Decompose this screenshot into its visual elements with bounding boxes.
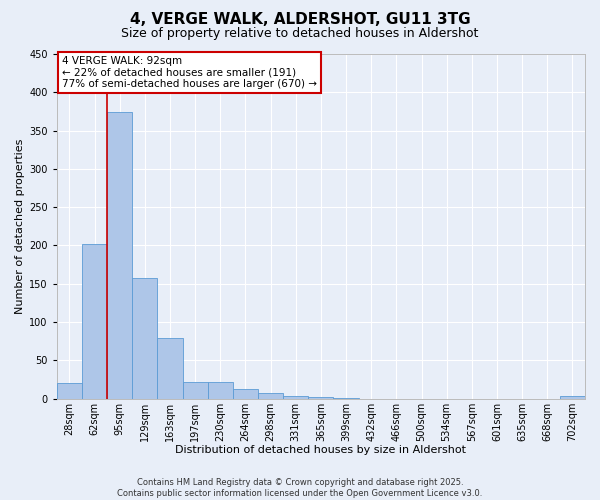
Text: Size of property relative to detached houses in Aldershot: Size of property relative to detached ho… <box>121 28 479 40</box>
Text: 4, VERGE WALK, ALDERSHOT, GU11 3TG: 4, VERGE WALK, ALDERSHOT, GU11 3TG <box>130 12 470 28</box>
Bar <box>283 396 308 398</box>
Bar <box>233 388 258 398</box>
Bar <box>82 244 107 398</box>
Bar <box>208 382 233 398</box>
Bar <box>57 384 82 398</box>
Bar <box>157 338 182 398</box>
X-axis label: Distribution of detached houses by size in Aldershot: Distribution of detached houses by size … <box>175 445 466 455</box>
Bar <box>258 392 283 398</box>
Text: 4 VERGE WALK: 92sqm
← 22% of detached houses are smaller (191)
77% of semi-detac: 4 VERGE WALK: 92sqm ← 22% of detached ho… <box>62 56 317 89</box>
Bar <box>182 382 208 398</box>
Bar <box>132 278 157 398</box>
Y-axis label: Number of detached properties: Number of detached properties <box>15 138 25 314</box>
Bar <box>560 396 585 398</box>
Text: Contains HM Land Registry data © Crown copyright and database right 2025.
Contai: Contains HM Land Registry data © Crown c… <box>118 478 482 498</box>
Bar <box>308 397 334 398</box>
Bar <box>107 112 132 399</box>
